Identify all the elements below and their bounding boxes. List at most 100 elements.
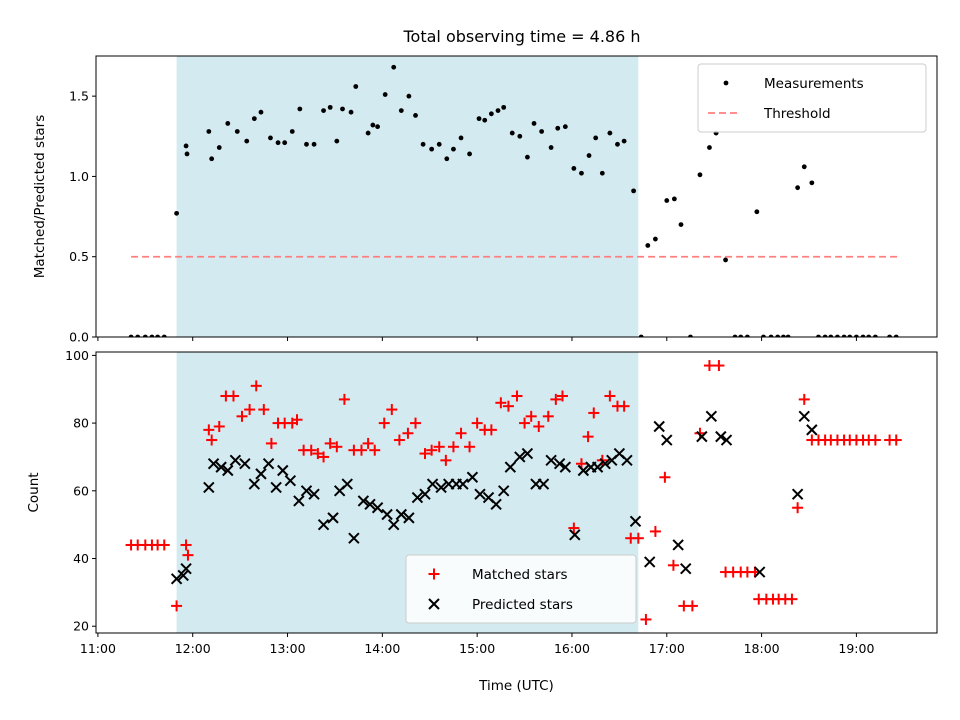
predicted-stars-point (207, 458, 220, 470)
measurements-point (841, 334, 847, 337)
measurements-point (174, 210, 179, 216)
matched-stars-point (419, 448, 431, 460)
matched-stars-point (694, 427, 706, 439)
measurements-point (822, 334, 828, 337)
predicted-stars-legend-swatch (428, 598, 440, 610)
count-x-ticks: 11:00 12:00 13:00 14:00 15:00 16:00 17:00 18:00… (80, 633, 874, 656)
predicted-stars-point (466, 471, 479, 483)
matched-stars-point (464, 441, 476, 453)
matched-stars-point (667, 559, 679, 571)
x-tick-label: 16:00 (554, 641, 590, 656)
predicted-stars-legend-label: Predicted stars (472, 597, 573, 613)
measurements-point (631, 188, 636, 194)
measurements-point (406, 93, 412, 99)
matched-stars-point (410, 417, 422, 429)
measurements-point (348, 109, 354, 115)
measurements-point (149, 334, 155, 337)
predicted-stars-point (798, 410, 810, 423)
measurements-point (429, 146, 435, 152)
measurements-point (531, 121, 537, 126)
legend-box (405, 554, 637, 624)
predicted-stars-point (357, 495, 370, 507)
count-y-ticks: 20 40 60 80 100 (65, 348, 96, 634)
x-tick-label: 13:00 (270, 641, 306, 656)
predicted-stars-point (395, 508, 408, 521)
predicted-stars-point (553, 458, 566, 470)
measurements-point (795, 185, 801, 191)
matched-stars-point (890, 434, 902, 446)
measurements-point (707, 145, 712, 150)
predicted-stars-point (255, 468, 267, 480)
matched-stars-point (440, 454, 452, 466)
x-tick-label: 12:00 (175, 641, 211, 656)
matched-stars-point (265, 437, 277, 449)
measurements-point (206, 129, 212, 134)
matched-stars-point (686, 600, 698, 612)
measurements-point (887, 334, 892, 337)
predicted-stars-point (308, 488, 320, 500)
measurements-point (436, 141, 442, 147)
matched-stars-point (206, 434, 218, 446)
measurements-point (304, 141, 309, 147)
measurements-point (816, 334, 821, 337)
measurements-point (458, 135, 464, 141)
y-tick-label: 20 (73, 619, 89, 634)
x-tick-label: 19:00 (838, 641, 874, 656)
matched-stars-point (236, 410, 248, 422)
measurements-point (645, 243, 651, 248)
y-tick-label: 100 (65, 348, 89, 363)
matched-stars-point (604, 390, 616, 402)
measurements-point (234, 129, 240, 134)
measurements-point (509, 130, 515, 136)
x-tick-label: 17:00 (649, 641, 685, 656)
measurements-point (183, 143, 189, 149)
measurements-point (495, 108, 501, 113)
predicted-stars-point (222, 464, 234, 477)
matched-stars-point (502, 400, 514, 412)
predicted-stars-point (239, 458, 251, 470)
matched-stars-point (171, 600, 183, 612)
count-panel: 11:00 12:00 13:00 14:00 15:00 16:00 17:00 18:00… (26, 348, 938, 694)
matched-stars-point (338, 393, 350, 405)
measurements-point (785, 334, 791, 337)
measurements-point (562, 124, 568, 130)
measurements-point (476, 116, 482, 122)
matched-stars-point (227, 390, 239, 402)
predicted-stars-point (364, 498, 376, 511)
x-axis-label: Time (UTC) (478, 678, 554, 694)
predicted-stars-point (806, 424, 818, 436)
matched-stars-point (158, 539, 170, 551)
measurements-point (216, 145, 222, 150)
matched-stars-point (305, 444, 317, 456)
measurements-point (571, 166, 577, 171)
ratio-series-layer (128, 64, 900, 337)
measurements-point (244, 138, 250, 144)
predicted-stars-point (696, 430, 708, 443)
measurements-point (579, 170, 584, 176)
ratio-y-ticks: 0.0 0.5 1.0 1.5 (69, 89, 96, 345)
predicted-stars-point (348, 532, 360, 544)
predicted-stars-point (504, 461, 517, 473)
matched-stars-point (213, 420, 225, 432)
ratio-x-ticks (97, 337, 857, 341)
matched-stars-point (533, 420, 545, 432)
measurements-point (723, 257, 728, 263)
count-series-layer (125, 360, 902, 625)
y-tick-label: 1.0 (69, 169, 89, 184)
measurements-point (451, 146, 456, 152)
matched-stars-point (362, 437, 374, 449)
ratio-panel: 0.0 0.5 1.0 1.5 Matched/Predicted stars Mea… (32, 55, 938, 345)
predicted-stars-point (277, 464, 289, 477)
predicted-stars-point (457, 478, 469, 490)
predicted-stars-point (474, 488, 486, 500)
measurements-point (128, 334, 134, 337)
matched-stars-point (250, 380, 262, 392)
predicted-stars-point (403, 512, 415, 524)
measurements-point (297, 106, 303, 112)
predicted-stars-point (521, 447, 534, 460)
predicted-stars-point (672, 539, 684, 551)
predicted-stars-point (653, 420, 665, 433)
matched-stars-point (568, 522, 580, 534)
measurements-point (275, 140, 281, 146)
